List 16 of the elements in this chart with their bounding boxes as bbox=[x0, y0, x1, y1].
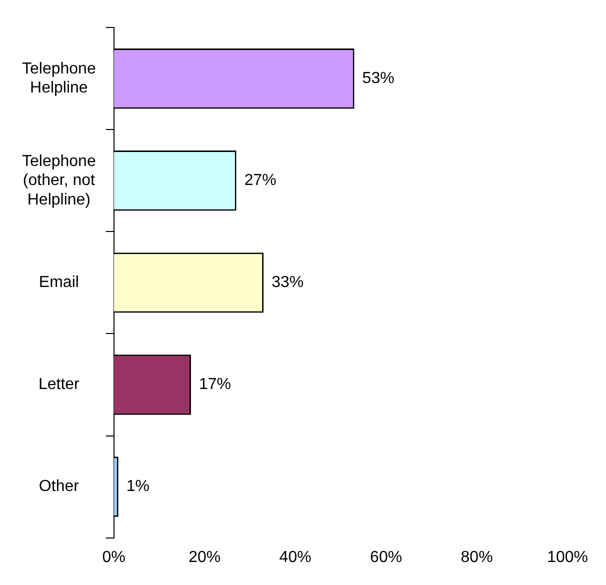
y-tick-label: Letter bbox=[38, 376, 80, 394]
x-tick-label: 100% bbox=[547, 548, 588, 566]
y-tick-label: Telephone Helpline bbox=[22, 60, 96, 97]
data-label: 53% bbox=[362, 70, 394, 88]
x-tick-label: 60% bbox=[370, 548, 402, 566]
data-label: 1% bbox=[126, 478, 150, 496]
y-tick-label: Other bbox=[38, 478, 80, 496]
y-tick-label: Telephone (other, not Helpline) bbox=[22, 152, 96, 208]
x-tick-label: 40% bbox=[279, 548, 312, 566]
x-tick-label: 0% bbox=[102, 548, 126, 566]
y-tick-label: Email bbox=[38, 274, 79, 292]
data-label: 27% bbox=[244, 172, 276, 190]
x-tick-label: 80% bbox=[460, 548, 493, 566]
data-label: 17% bbox=[198, 376, 232, 394]
x-tick-label: 20% bbox=[188, 548, 221, 566]
data-label: 33% bbox=[272, 274, 304, 292]
